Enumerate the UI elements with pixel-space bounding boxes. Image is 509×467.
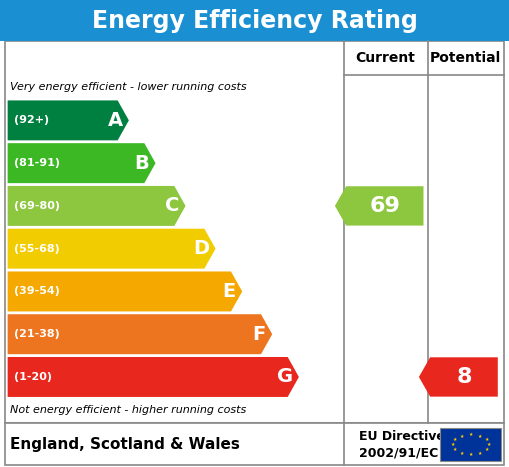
Text: (1-20): (1-20) [14,372,52,382]
Text: Very energy efficient - lower running costs: Very energy efficient - lower running co… [10,82,247,92]
Text: ★: ★ [478,451,482,456]
Text: 8: 8 [456,367,472,387]
Text: (55-68): (55-68) [14,244,60,254]
Polygon shape [8,186,185,226]
Text: A: A [107,111,123,130]
Text: Not energy efficient - higher running costs: Not energy efficient - higher running co… [10,405,246,416]
Text: ★: ★ [469,452,473,457]
Polygon shape [8,229,215,269]
Text: G: G [277,368,293,387]
Text: EU Directive
2002/91/EC: EU Directive 2002/91/EC [359,430,445,460]
Text: ★: ★ [485,437,489,442]
Polygon shape [8,314,272,354]
Text: ★: ★ [478,434,482,439]
Polygon shape [419,357,498,396]
Text: (21-38): (21-38) [14,329,60,339]
Text: ★: ★ [460,451,464,456]
Text: (39-54): (39-54) [14,286,60,297]
Text: ★: ★ [450,442,455,447]
Text: F: F [252,325,265,344]
Polygon shape [335,186,423,226]
Text: (81-91): (81-91) [14,158,60,168]
Bar [440,428,501,461]
Polygon shape [8,357,299,397]
Text: ★: ★ [453,447,457,453]
Text: 69: 69 [370,196,400,216]
Text: (69-80): (69-80) [14,201,60,211]
Bar [5,41,504,423]
Text: ★: ★ [453,437,457,442]
Text: ★: ★ [460,434,464,439]
Text: E: E [222,282,235,301]
Text: Potential: Potential [430,51,501,65]
Text: D: D [194,239,210,258]
Polygon shape [8,100,129,141]
Bar [5,423,504,465]
Text: (92+): (92+) [14,115,49,125]
Polygon shape [8,271,242,311]
Text: England, Scotland & Wales: England, Scotland & Wales [10,437,240,453]
Text: ★: ★ [485,447,489,453]
Text: B: B [134,154,149,173]
Text: ★: ★ [487,442,491,447]
Bar [0,0,509,41]
Text: Energy Efficiency Rating: Energy Efficiency Rating [92,8,417,33]
Text: C: C [164,197,179,215]
Text: ★: ★ [469,432,473,438]
Polygon shape [8,143,156,183]
Text: Current: Current [356,51,415,65]
